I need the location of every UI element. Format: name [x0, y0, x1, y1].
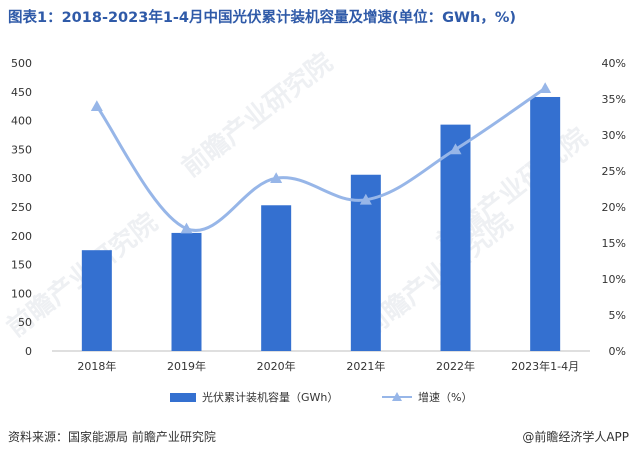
y-right-tick-label: 40%	[602, 57, 626, 70]
x-tick-label: 2022年	[436, 359, 475, 373]
y-right-tick-label: 10%	[602, 273, 626, 286]
growth-point	[180, 222, 193, 234]
growth-point	[270, 172, 283, 183]
bar	[81, 250, 112, 351]
x-tick-label: 2019年	[167, 359, 206, 373]
y-left-tick-label: 100	[11, 287, 32, 300]
legend-bar-label: 光伏累计装机容量（GWh）	[202, 391, 339, 404]
y-right-tick-label: 25%	[602, 165, 626, 178]
growth-line	[95, 86, 547, 232]
growth-point	[539, 82, 552, 93]
y-left-tick-label: 450	[11, 86, 32, 99]
x-tick-label: 2023年1-4月	[511, 359, 579, 373]
bar	[261, 205, 292, 351]
y-right-tick-label: 20%	[602, 201, 626, 214]
y-right-tick-label: 15%	[602, 237, 626, 250]
growth-point	[90, 100, 103, 111]
x-tick-label: 2021年	[346, 359, 385, 373]
y-left-tick-label: 250	[11, 201, 32, 214]
legend-item-line: 增速（%）	[382, 389, 472, 405]
y-right-tick-label: 0%	[609, 345, 626, 358]
legend-line-label: 增速（%）	[418, 391, 473, 404]
x-tick-label: 2018年	[77, 359, 116, 373]
y-left-tick-label: 500	[11, 57, 32, 70]
y-left-tick-label: 200	[11, 230, 32, 243]
y-right-tick-label: 30%	[602, 129, 626, 142]
bar	[530, 96, 561, 351]
y-left-tick-label: 50	[18, 316, 32, 329]
y-left-tick-label: 400	[11, 115, 32, 128]
source-note: 资料来源：国家能源局 前瞻产业研究院	[8, 430, 216, 444]
y-right-tick-label: 35%	[602, 93, 626, 106]
bar	[440, 124, 471, 351]
y-left-tick-label: 300	[11, 172, 32, 185]
legend-item-bar: 光伏累计装机容量（GWh）	[170, 389, 338, 405]
growth-point	[449, 143, 462, 155]
growth-point	[359, 193, 372, 205]
y-left-tick-label: 0	[25, 345, 32, 358]
y-left-tick-label: 350	[11, 143, 32, 156]
x-tick-label: 2020年	[257, 359, 296, 373]
legend: 光伏累计装机容量（GWh） 增速（%）	[0, 387, 635, 407]
legend-bar-swatch	[170, 392, 196, 402]
y-left-tick-label: 150	[11, 259, 32, 272]
bar	[171, 232, 202, 351]
y-right-tick-label: 5%	[609, 309, 626, 322]
legend-line-swatch	[382, 391, 412, 403]
chart-title: 图表1：2018-2023年1-4月中国光伏累计装机容量及增速(单位：GWh，%…	[8, 10, 517, 26]
brand-credit: @前瞻经济学人APP	[522, 430, 629, 444]
